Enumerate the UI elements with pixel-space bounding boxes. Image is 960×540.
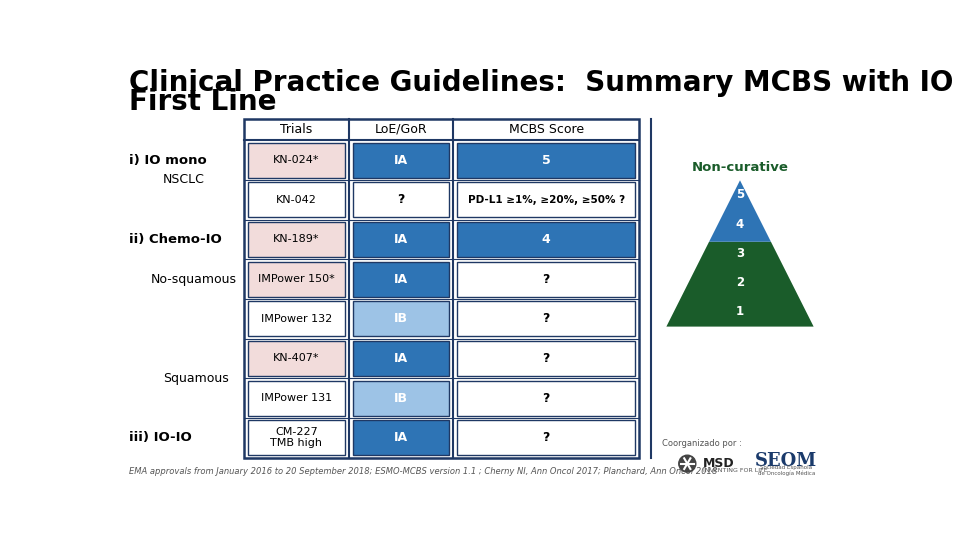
Text: 5: 5 [541,153,551,166]
FancyBboxPatch shape [248,222,345,257]
FancyBboxPatch shape [457,420,636,455]
FancyBboxPatch shape [352,261,449,296]
Text: MSD: MSD [703,457,734,470]
FancyBboxPatch shape [457,341,636,376]
Text: IA: IA [394,233,408,246]
Text: First Line: First Line [130,88,276,116]
Text: KN-407*: KN-407* [273,353,320,363]
Text: SEOM: SEOM [756,453,818,470]
Text: ?: ? [542,273,550,286]
Text: 4: 4 [541,233,551,246]
Text: LoE/GoR: LoE/GoR [374,123,427,136]
FancyBboxPatch shape [352,182,449,217]
FancyBboxPatch shape [248,143,345,178]
Text: PD-L1 ≥1%, ≥20%, ≥50% ?: PD-L1 ≥1%, ≥20%, ≥50% ? [468,195,625,205]
Text: KN-042: KN-042 [276,195,317,205]
Text: Trials: Trials [280,123,312,136]
Circle shape [679,455,696,472]
FancyBboxPatch shape [248,261,345,296]
FancyBboxPatch shape [352,143,449,178]
Text: IA: IA [394,273,408,286]
FancyBboxPatch shape [457,381,636,416]
Text: 3: 3 [736,247,744,260]
Text: INVENTING FOR LIFE: INVENTING FOR LIFE [703,468,767,473]
Text: Clinical Practice Guidelines:  Summary MCBS with IO: Clinical Practice Guidelines: Summary MC… [130,69,953,97]
FancyBboxPatch shape [248,420,345,455]
FancyBboxPatch shape [457,222,636,257]
Text: ?: ? [542,352,550,365]
FancyBboxPatch shape [457,301,636,336]
FancyBboxPatch shape [248,301,345,336]
Text: Squamous: Squamous [162,372,228,384]
Text: CM-227
TMB high: CM-227 TMB high [271,427,323,449]
FancyBboxPatch shape [352,222,449,257]
Polygon shape [666,242,814,327]
Text: 4: 4 [736,218,744,231]
Text: Coorganizado por :: Coorganizado por : [662,439,742,448]
Text: ?: ? [542,312,550,325]
Text: Non-curative: Non-curative [691,161,788,174]
Text: IA: IA [394,431,408,444]
Text: MCBS Score: MCBS Score [509,123,584,136]
Text: Sociedad Española
de Oncología Médica: Sociedad Española de Oncología Médica [757,465,815,476]
FancyBboxPatch shape [248,341,345,376]
Text: ?: ? [542,392,550,404]
Text: 2: 2 [736,276,744,289]
Text: 5: 5 [736,188,744,201]
Text: IA: IA [394,352,408,365]
Text: IB: IB [394,392,408,404]
FancyBboxPatch shape [248,381,345,416]
Text: IMPower 132: IMPower 132 [261,314,332,323]
Text: ?: ? [397,193,404,206]
FancyBboxPatch shape [352,341,449,376]
FancyBboxPatch shape [248,182,345,217]
Text: ii) Chemo-IO: ii) Chemo-IO [130,233,222,246]
FancyBboxPatch shape [457,182,636,217]
Text: KN-024*: KN-024* [273,155,320,165]
FancyBboxPatch shape [457,261,636,296]
Text: IB: IB [394,312,408,325]
FancyBboxPatch shape [352,420,449,455]
Text: EMA approvals from January 2016 to 20 September 2018; ESMO-MCBS version 1.1 ; Ch: EMA approvals from January 2016 to 20 Se… [130,467,718,476]
Text: IA: IA [394,153,408,166]
Text: i) IO mono: i) IO mono [130,153,207,166]
Text: 1: 1 [736,306,744,319]
Text: ?: ? [542,431,550,444]
Text: iii) IO-IO: iii) IO-IO [130,431,192,444]
Text: IMPower 150*: IMPower 150* [258,274,335,284]
Text: NSCLC: NSCLC [162,173,204,186]
Text: IMPower 131: IMPower 131 [261,393,332,403]
FancyBboxPatch shape [457,143,636,178]
Polygon shape [709,180,771,242]
Text: KN-189*: KN-189* [273,234,320,245]
FancyBboxPatch shape [352,301,449,336]
FancyBboxPatch shape [352,381,449,416]
Text: No-squamous: No-squamous [151,273,237,286]
